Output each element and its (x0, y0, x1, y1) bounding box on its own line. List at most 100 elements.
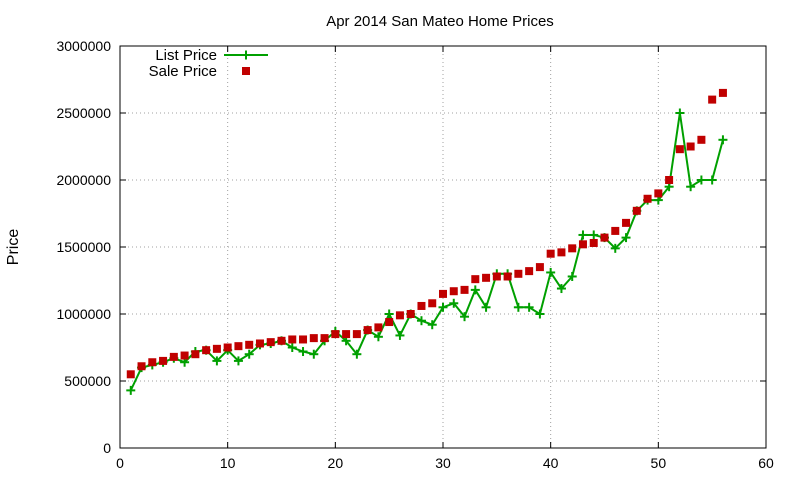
y-tick-label: 1000000 (56, 306, 111, 322)
data-point-list-price (718, 135, 728, 145)
data-point-sale-price (159, 356, 168, 365)
data-point-sale-price (482, 273, 491, 282)
legend-marker-sale-price (242, 67, 250, 75)
data-point-sale-price (320, 334, 329, 343)
data-point-sale-price (643, 194, 652, 203)
data-point-sale-price (277, 336, 286, 345)
data-point-sale-price (665, 176, 674, 184)
data-point-list-price (707, 175, 717, 185)
data-point-list-price (556, 284, 566, 294)
data-point-sale-price (611, 226, 620, 235)
data-point-sale-price (255, 339, 264, 348)
data-point-sale-price (309, 334, 318, 343)
x-tick-label: 30 (435, 455, 451, 471)
legend-label-sale-price: Sale Price (149, 63, 217, 80)
data-point-sale-price (180, 351, 189, 360)
data-point-list-price (696, 175, 706, 185)
x-tick-label: 50 (651, 455, 667, 471)
data-point-list-price (438, 302, 448, 312)
legend-marker-list-price (241, 50, 251, 60)
data-point-sale-price (718, 88, 727, 97)
series-line-list-price (129, 112, 724, 391)
data-point-sale-price (299, 335, 308, 344)
series (126, 88, 728, 395)
grid (120, 46, 766, 448)
x-tick-label: 0 (116, 455, 124, 471)
data-point-sale-price (245, 340, 254, 349)
series-sale-price (126, 88, 727, 379)
data-point-sale-price (492, 272, 501, 281)
data-point-list-price (244, 349, 254, 359)
y-tick-label: 2500000 (56, 105, 111, 121)
data-point-sale-price (535, 263, 544, 272)
data-point-sale-price (654, 189, 663, 198)
data-point-sale-price (708, 95, 717, 104)
data-point-sale-price (417, 301, 426, 310)
data-point-sale-price (331, 330, 340, 339)
data-point-sale-price (514, 269, 523, 278)
data-point-sale-price (600, 233, 609, 242)
data-point-list-price (352, 349, 362, 359)
x-tick-label: 20 (328, 455, 344, 471)
data-point-list-price (460, 312, 470, 322)
data-point-list-price (589, 230, 599, 240)
x-tick-label: 40 (543, 455, 559, 471)
data-point-sale-price (342, 330, 351, 339)
data-point-list-price (481, 302, 491, 312)
data-point-sale-price (460, 285, 469, 294)
data-point-sale-price (439, 289, 447, 298)
data-point-sale-price (374, 323, 383, 332)
data-point-sale-price (266, 338, 275, 347)
data-point-list-price (384, 309, 394, 319)
data-point-sale-price (622, 218, 631, 227)
data-point-sale-price (632, 206, 641, 215)
data-point-sale-price (385, 318, 394, 327)
data-point-sale-price (428, 299, 437, 308)
data-point-sale-price (686, 142, 695, 151)
data-point-sale-price (363, 326, 372, 335)
y-axis-label: Price (5, 229, 22, 266)
data-point-list-price (578, 230, 588, 240)
data-point-list-price (373, 332, 383, 342)
y-tick-label: 500000 (64, 373, 111, 389)
data-point-sale-price (137, 362, 146, 371)
data-point-sale-price (546, 249, 555, 258)
data-point-sale-price (395, 311, 404, 320)
data-point-sale-price (234, 342, 243, 351)
data-point-sale-price (697, 135, 706, 144)
data-point-sale-price (503, 272, 512, 281)
data-point-list-price (546, 267, 556, 277)
data-point-sale-price (148, 358, 157, 367)
data-point-sale-price (169, 352, 178, 361)
ticks: 0 10 20 30 40 50 60 0 500000 1000000 1500000 200000… (56, 38, 774, 471)
data-point-list-price (470, 285, 480, 295)
data-point-list-price (233, 356, 243, 366)
data-point-sale-price (675, 145, 684, 154)
data-point-list-price (287, 343, 297, 352)
data-point-list-price (567, 271, 577, 281)
data-point-sale-price (288, 335, 297, 344)
data-point-list-price (416, 316, 426, 326)
data-point-sale-price (471, 275, 480, 284)
y-tick-label: 0 (103, 440, 111, 456)
data-point-sale-price (568, 244, 577, 253)
data-point-sale-price (212, 344, 221, 353)
y-tick-label: 3000000 (56, 38, 111, 54)
data-point-list-price (535, 309, 545, 319)
x-tick-label: 60 (758, 455, 774, 471)
data-point-sale-price (449, 287, 458, 296)
data-point-sale-price (589, 238, 598, 247)
legend-label-list-price: List Price (155, 47, 217, 64)
data-point-sale-price (557, 248, 566, 257)
data-point-sale-price (352, 330, 361, 339)
data-point-list-price (686, 182, 696, 192)
chart-title: Apr 2014 San Mateo Home Prices (326, 13, 554, 30)
data-point-list-price (298, 347, 308, 357)
y-tick-label: 1500000 (56, 239, 111, 255)
data-point-list-price (309, 349, 319, 359)
data-point-list-price (675, 108, 685, 118)
y-tick-label: 2000000 (56, 172, 111, 188)
data-point-list-price (395, 330, 405, 340)
data-point-sale-price (223, 343, 232, 352)
